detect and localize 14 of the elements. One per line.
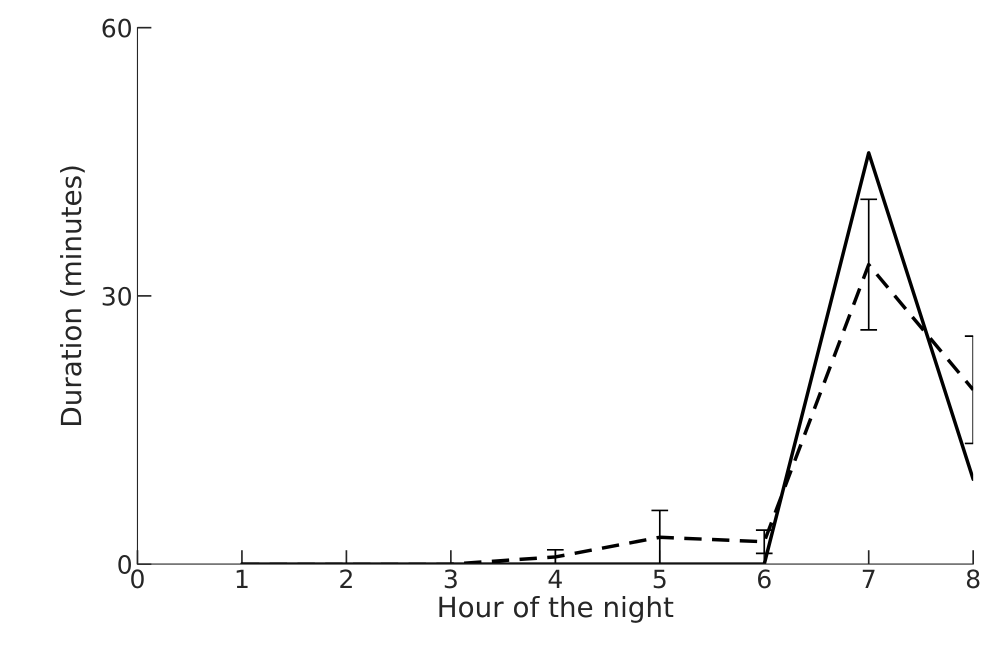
- x-tick-label: 0: [131, 569, 144, 588]
- x-tick-label: 5: [654, 570, 666, 588]
- y-tick-label: 30: [102, 286, 131, 306]
- x-tick-label: 1: [236, 570, 248, 588]
- y-axis-title: Duration (minutes): [60, 166, 85, 425]
- x-tick-label: 2: [340, 569, 352, 588]
- x-tick-label: 6: [758, 569, 771, 588]
- x-tick-label: 4: [548, 570, 562, 588]
- x-tick-label: 3: [444, 569, 457, 588]
- y-tick-label: 60: [102, 18, 131, 38]
- y-tick-label: 0: [118, 555, 131, 574]
- x-axis-title: Hour of the night: [439, 596, 674, 623]
- x-tick-label: 8: [966, 569, 980, 588]
- x-tick-label: 7: [862, 570, 875, 588]
